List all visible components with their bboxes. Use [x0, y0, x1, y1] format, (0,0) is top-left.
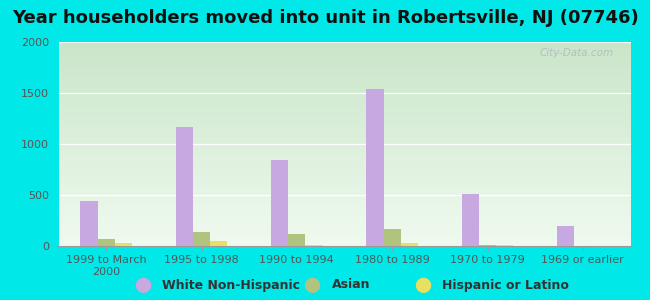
Bar: [210, 242, 228, 246]
Text: ⬤: ⬤: [304, 278, 320, 292]
Text: City-Data.com: City-Data.com: [540, 48, 614, 58]
Bar: [115, 243, 132, 246]
Bar: [557, 226, 574, 246]
Bar: [176, 127, 193, 246]
Bar: [306, 245, 322, 246]
Text: ⬤: ⬤: [135, 278, 151, 292]
Bar: [384, 229, 401, 246]
Text: White Non-Hispanic: White Non-Hispanic: [162, 278, 300, 292]
Bar: [367, 89, 384, 246]
Bar: [193, 232, 210, 246]
Bar: [271, 160, 288, 246]
Bar: [462, 194, 479, 246]
Text: Asian: Asian: [332, 278, 370, 292]
Bar: [496, 245, 514, 246]
Text: Hispanic or Latino: Hispanic or Latino: [442, 278, 569, 292]
Bar: [401, 243, 418, 246]
Bar: [479, 245, 496, 246]
Text: ⬤: ⬤: [414, 278, 431, 292]
Bar: [81, 201, 98, 246]
Text: Year householders moved into unit in Robertsville, NJ (07746): Year householders moved into unit in Rob…: [12, 9, 638, 27]
Bar: [288, 234, 305, 246]
Bar: [98, 239, 115, 246]
